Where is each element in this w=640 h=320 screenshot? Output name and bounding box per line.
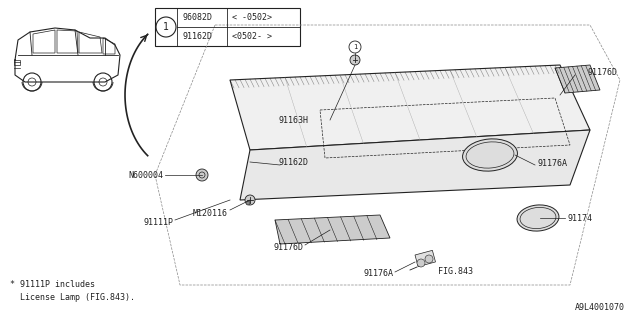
Text: 91111P: 91111P xyxy=(143,218,173,227)
Circle shape xyxy=(246,201,250,205)
Bar xyxy=(415,250,435,267)
Text: 91163H: 91163H xyxy=(278,116,308,124)
Text: 91176A: 91176A xyxy=(537,158,567,167)
Text: 1: 1 xyxy=(353,44,357,50)
Polygon shape xyxy=(240,130,590,200)
Polygon shape xyxy=(555,65,600,93)
Circle shape xyxy=(245,195,255,205)
Text: 91176D: 91176D xyxy=(273,243,303,252)
Text: 91162D: 91162D xyxy=(182,31,212,41)
Circle shape xyxy=(417,259,425,267)
Text: M120116: M120116 xyxy=(193,209,228,218)
Text: 91176D: 91176D xyxy=(587,68,617,76)
Circle shape xyxy=(425,255,433,263)
Bar xyxy=(155,8,300,46)
Polygon shape xyxy=(230,65,590,150)
Text: 1: 1 xyxy=(163,22,169,32)
Text: FIG.843: FIG.843 xyxy=(438,268,473,276)
Text: 91176A: 91176A xyxy=(363,269,393,278)
Text: A9L4001070: A9L4001070 xyxy=(575,303,625,312)
Text: < -0502>: < -0502> xyxy=(232,12,272,21)
Text: <0502- >: <0502- > xyxy=(232,31,272,41)
Polygon shape xyxy=(275,215,390,244)
Text: 91162D: 91162D xyxy=(278,157,308,166)
Text: * 91111P includes
  License Lamp (FIG.843).: * 91111P includes License Lamp (FIG.843)… xyxy=(10,280,135,301)
Text: 91174: 91174 xyxy=(567,213,592,222)
Circle shape xyxy=(196,169,208,181)
Text: 96082D: 96082D xyxy=(182,12,212,21)
Ellipse shape xyxy=(517,205,559,231)
Ellipse shape xyxy=(463,139,517,171)
Bar xyxy=(14,60,20,65)
Circle shape xyxy=(350,55,360,65)
Text: N600004: N600004 xyxy=(128,171,163,180)
